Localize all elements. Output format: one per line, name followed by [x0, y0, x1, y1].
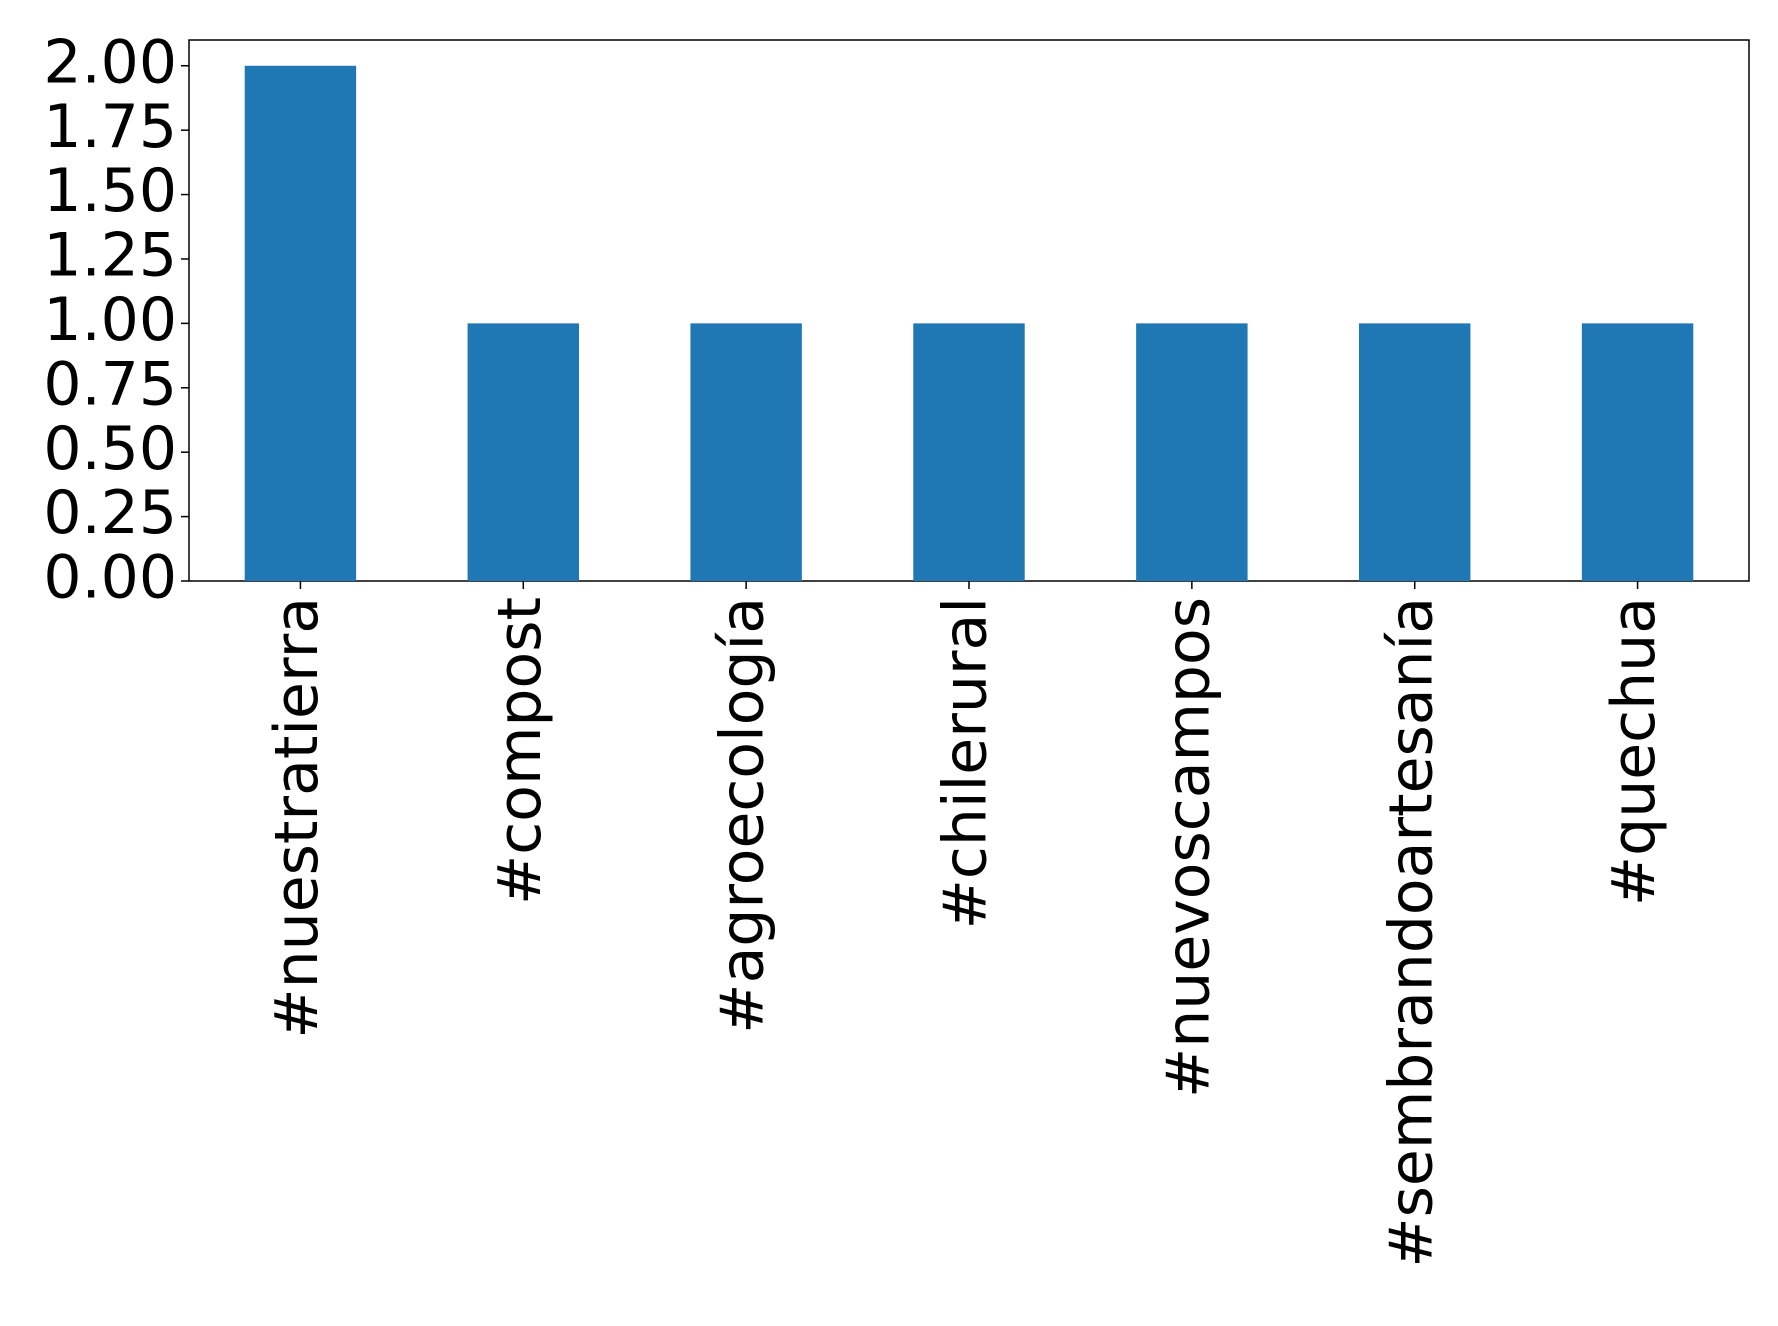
x-tick-label: #sembrandoartesanía: [1376, 597, 1446, 1268]
bar: [244, 65, 357, 581]
y-tick-label: 0.75: [43, 349, 177, 419]
bar: [1359, 323, 1471, 581]
bar: [1581, 323, 1694, 581]
y-tick-label: 1.75: [43, 92, 177, 162]
x-tick-label: #quechua: [1599, 597, 1669, 906]
x-tick-label: #agroecología: [708, 597, 778, 1034]
y-tick-label: 0.50: [43, 414, 177, 484]
bar: [913, 323, 1025, 581]
x-tick-label: #nuestratierra: [262, 597, 332, 1039]
y-tick-label: 1.25: [43, 221, 177, 291]
bar: [1136, 323, 1248, 581]
y-tick-label: 0.00: [43, 543, 177, 613]
x-tick-label: #nuevoscampos: [1153, 597, 1223, 1098]
y-tick-label: 0.25: [43, 478, 177, 548]
y-tick-label: 1.50: [43, 156, 177, 226]
y-tick-label: 2.00: [43, 27, 177, 97]
bar: [690, 323, 802, 581]
x-tick-label: #chilerural: [931, 597, 1001, 929]
bar: [467, 323, 579, 581]
x-tick-label: #compost: [485, 597, 555, 905]
y-tick-label: 1.00: [43, 285, 177, 355]
